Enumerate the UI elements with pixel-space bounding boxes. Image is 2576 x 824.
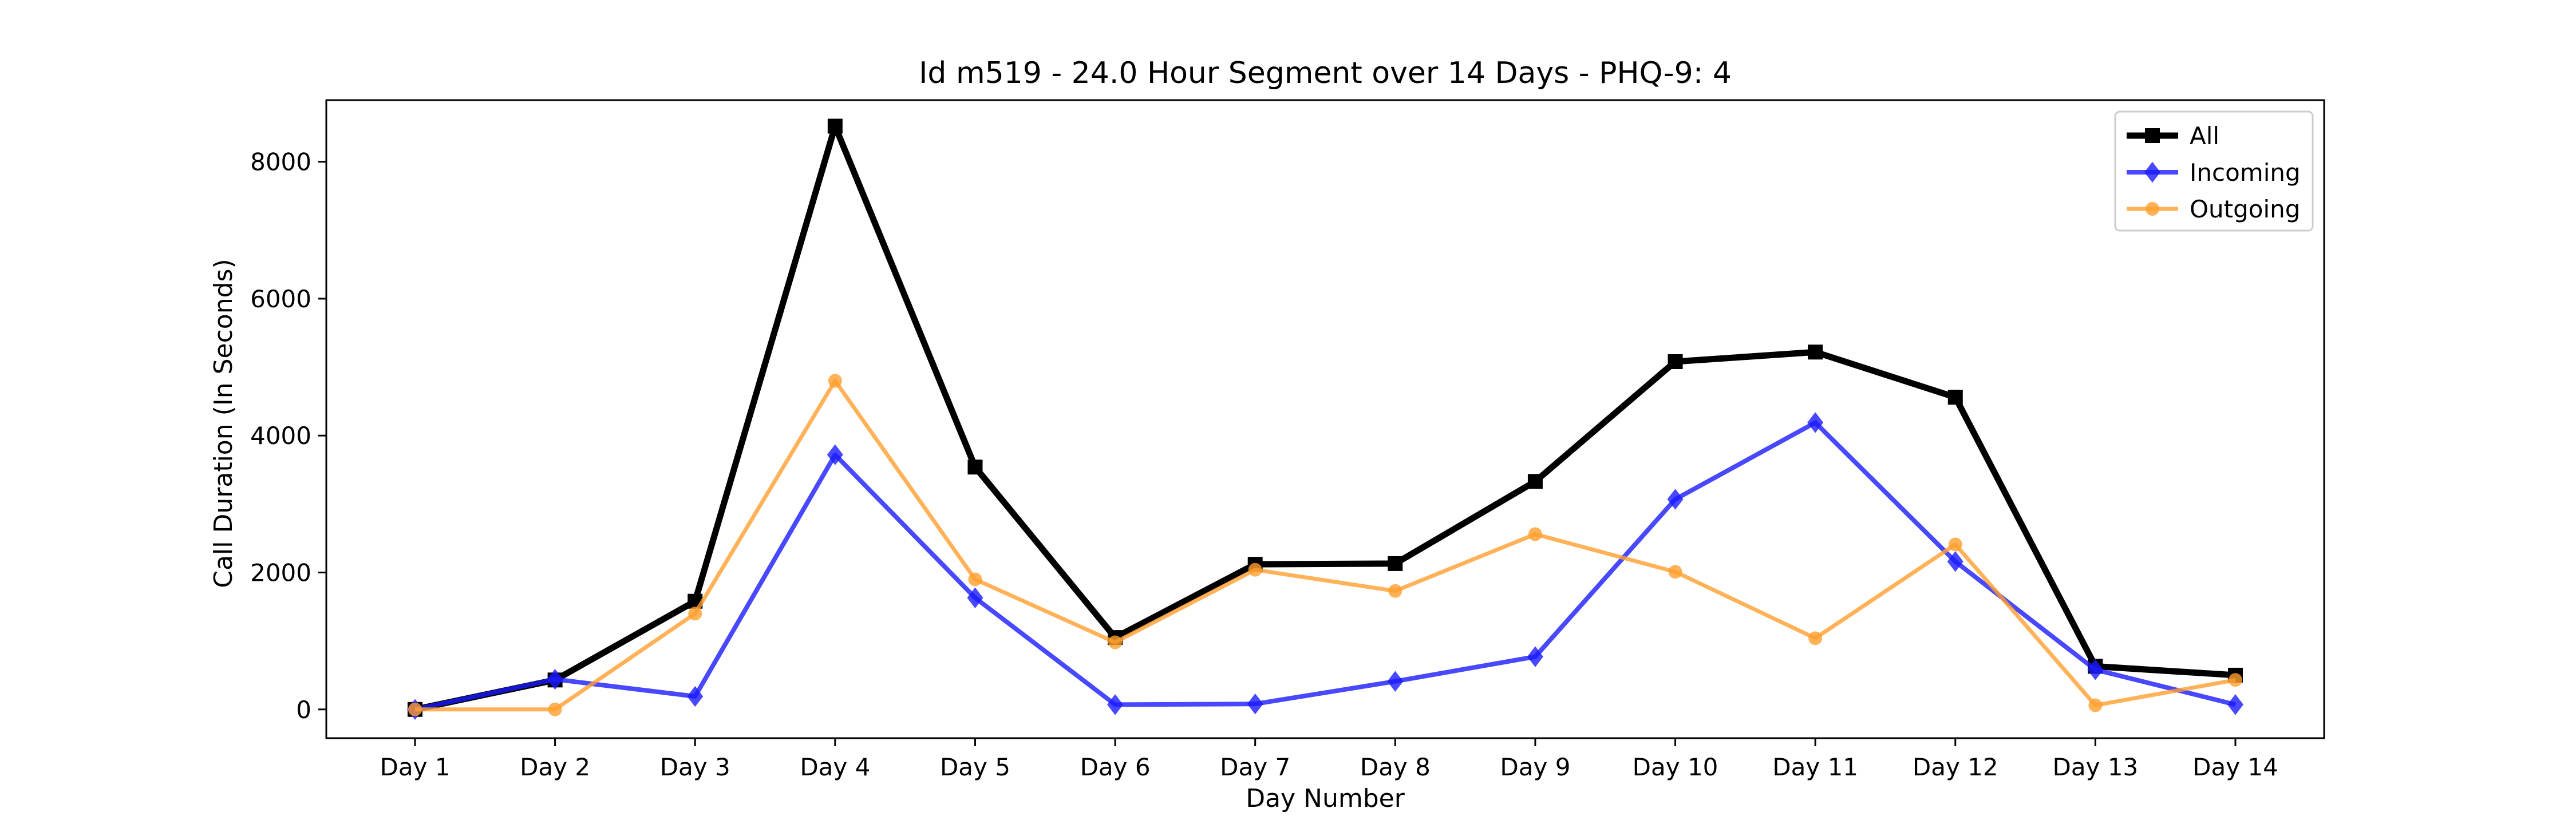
x-tick-label: Day 5	[940, 753, 1010, 781]
x-tick-label: Day 8	[1360, 753, 1431, 781]
y-axis-label: Call Duration (In Seconds)	[209, 259, 238, 588]
data-point-all	[1527, 474, 1543, 489]
data-point-incoming	[967, 587, 983, 608]
data-point-all	[827, 118, 843, 134]
data-point-outgoing	[2229, 673, 2242, 687]
y-tick-label: 2000	[250, 558, 311, 587]
legend-box	[2114, 110, 2314, 232]
data-point-outgoing	[408, 702, 422, 716]
x-tick-label: Day 4	[800, 753, 870, 781]
data-point-incoming	[1387, 671, 1404, 692]
data-point-outgoing	[1668, 565, 1682, 579]
x-tick-label: Day 13	[2053, 753, 2139, 781]
legend-marker-incoming	[2144, 161, 2160, 183]
x-tick-label: Day 12	[1913, 753, 1998, 781]
data-point-incoming	[1107, 694, 1124, 715]
data-point-incoming	[687, 686, 704, 707]
data-point-outgoing	[2088, 698, 2103, 712]
legend-label-incoming: Incoming	[2190, 159, 2301, 187]
data-point-incoming	[547, 668, 563, 690]
plot-area: Day 1 Day 2 Day 3 Day 4 Day 5 Day 6 Day 7 Day 8…	[250, 99, 2325, 781]
x-tick-label: Day 3	[660, 753, 730, 781]
data-point-outgoing	[828, 374, 842, 388]
x-tick-label: Day 7	[1220, 753, 1290, 781]
data-point-outgoing	[1528, 527, 1542, 541]
data-point-all	[967, 459, 983, 475]
y-tick-label: 6000	[250, 285, 311, 313]
x-tick-label: Day 9	[1500, 753, 1570, 781]
data-point-all	[1668, 354, 1683, 370]
x-tick-label: Day 10	[1633, 753, 1718, 781]
data-point-outgoing	[968, 572, 982, 587]
x-tick-label: Day 6	[1080, 753, 1151, 781]
y-tick-label: 8000	[250, 148, 311, 176]
x-tick-label: Day 14	[2192, 753, 2278, 781]
x-tick-label: Day 11	[1772, 753, 1858, 781]
data-point-incoming	[1807, 412, 1824, 433]
data-point-outgoing	[1108, 635, 1123, 649]
series-line-incoming	[414, 420, 2236, 712]
series-line-outgoing	[415, 379, 2236, 712]
x-tick-label: Day 1	[380, 753, 450, 781]
legend-marker-outgoing	[2146, 202, 2159, 216]
x-axis-label: Day Number	[1246, 784, 1405, 813]
data-point-incoming	[1667, 489, 1684, 510]
data-point-outgoing	[1808, 631, 1823, 645]
axes-frame	[325, 99, 2325, 739]
data-point-outgoing	[1248, 562, 1262, 577]
data-point-incoming	[827, 444, 843, 465]
data-point-incoming	[1527, 646, 1543, 667]
data-point-incoming	[2227, 694, 2243, 715]
series-line-all	[414, 122, 2236, 713]
legend-label-outgoing: Outgoing	[2190, 195, 2300, 223]
y-tick-label: 4000	[250, 422, 311, 450]
data-point-all	[1947, 390, 1963, 405]
data-point-all	[1808, 344, 1823, 360]
data-point-incoming	[2087, 659, 2104, 680]
data-point-all	[1388, 556, 1403, 571]
chart-title: Id m519 - 24.0 Hour Segment over 14 Days…	[919, 56, 1732, 90]
data-point-incoming	[1947, 551, 1963, 572]
x-tick-label: Day 2	[520, 753, 590, 781]
y-tick-label: 0	[296, 696, 311, 724]
data-point-outgoing	[1388, 584, 1402, 598]
data-point-outgoing	[548, 702, 562, 716]
legend-label-all: All	[2190, 122, 2219, 150]
legend-marker-all	[2145, 128, 2160, 143]
data-point-incoming	[1247, 693, 1263, 715]
data-point-outgoing	[688, 607, 702, 621]
legend: All Incoming Outgoing	[2114, 110, 2314, 232]
data-point-outgoing	[1948, 537, 1962, 552]
